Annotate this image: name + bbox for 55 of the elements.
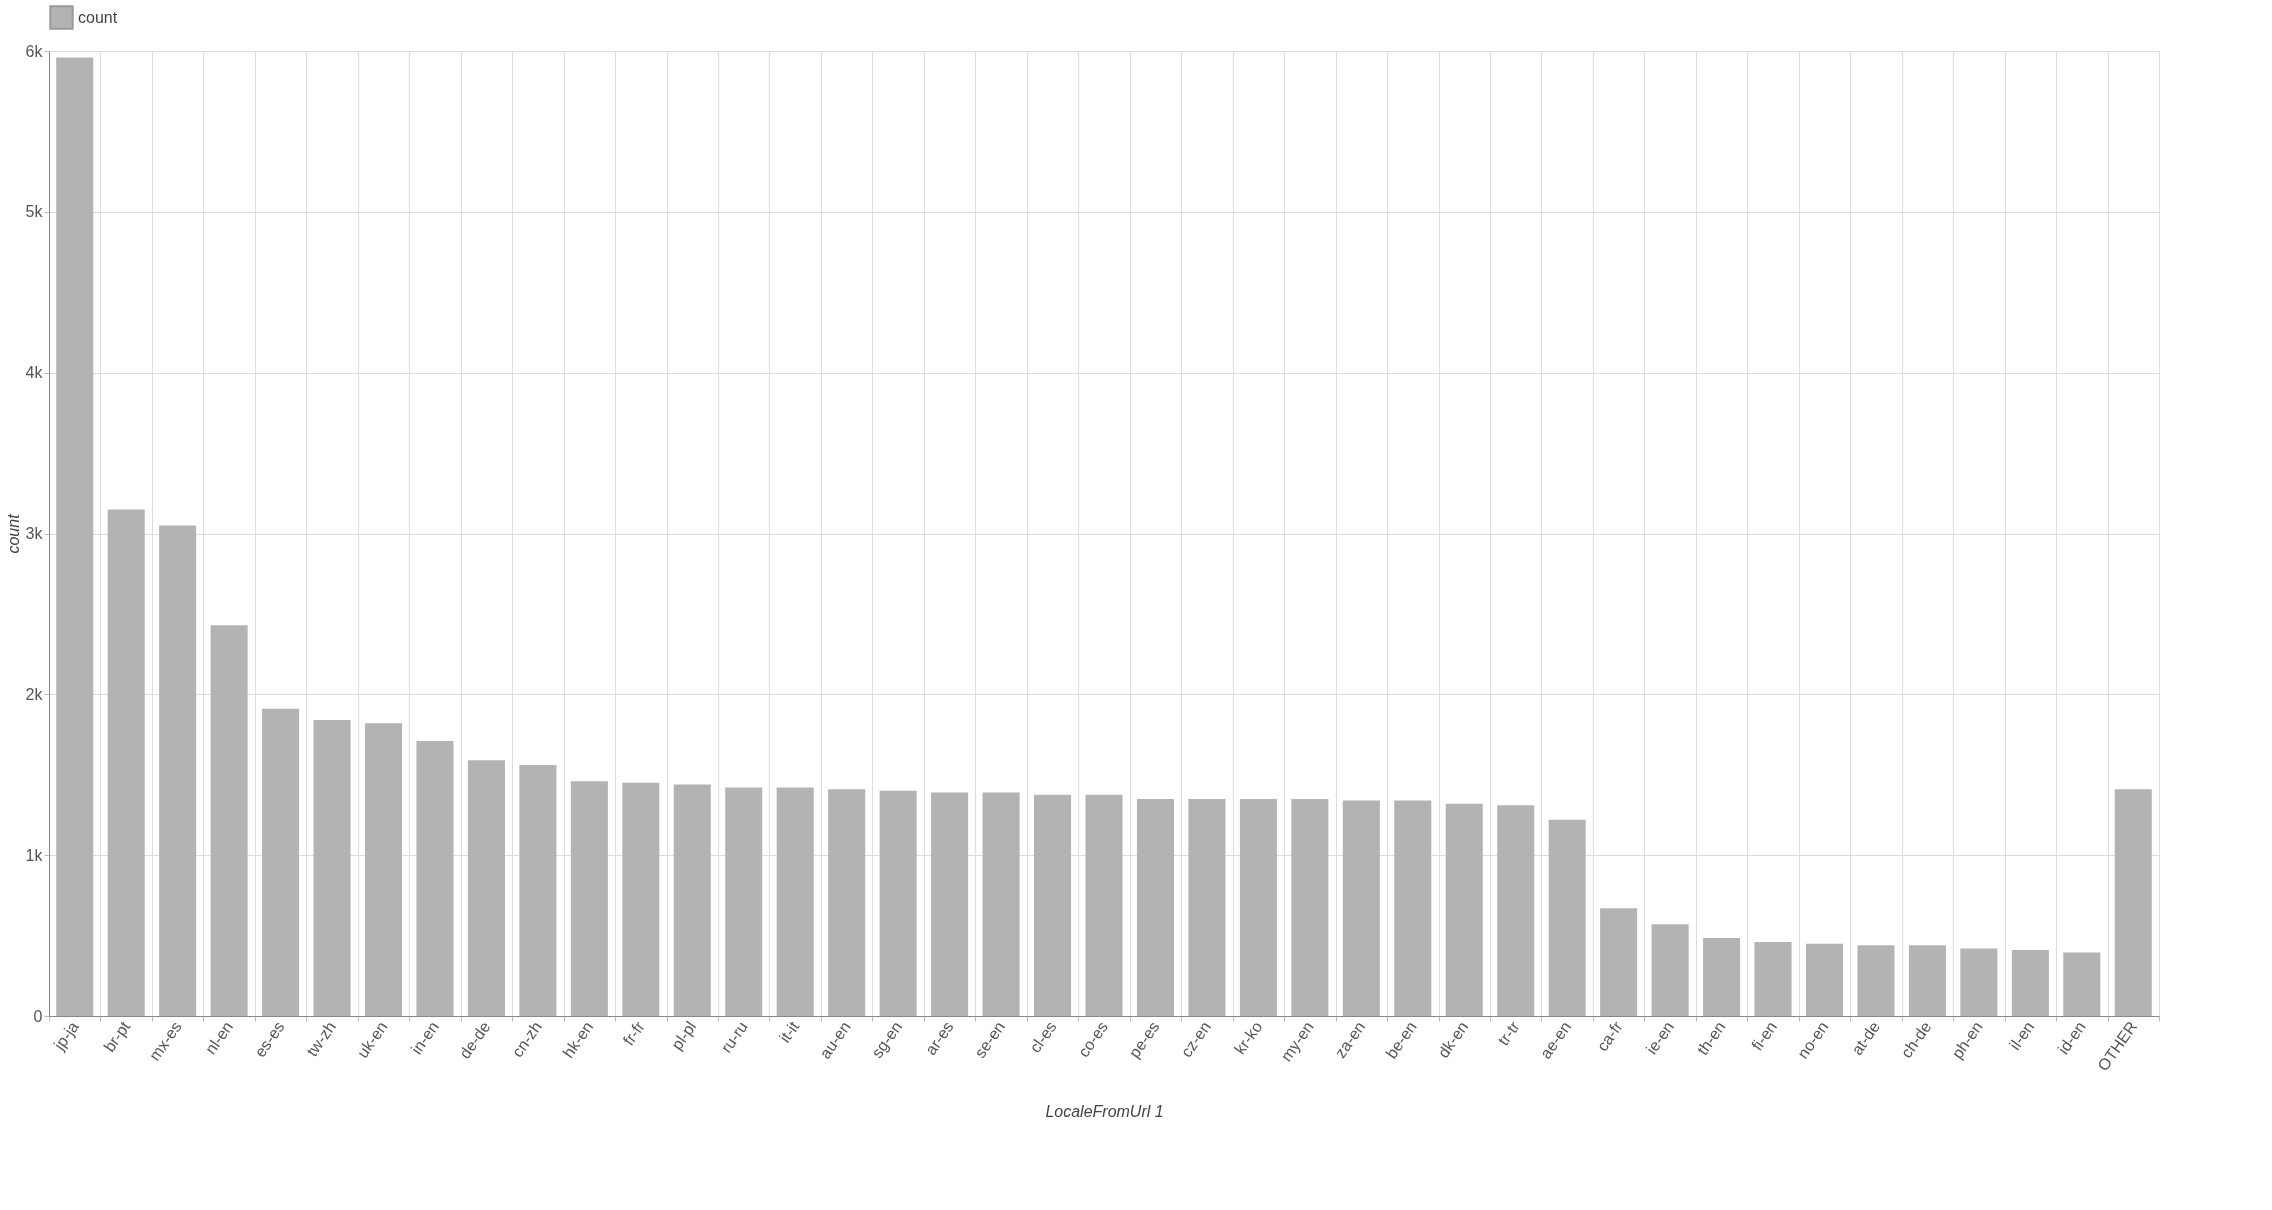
bar bbox=[1188, 798, 1226, 1016]
bar bbox=[1960, 948, 1998, 1016]
y-tick-label: 1k bbox=[25, 846, 44, 864]
bar bbox=[107, 509, 145, 1016]
y-axis-title: count bbox=[4, 513, 22, 554]
bar bbox=[570, 781, 608, 1016]
bar bbox=[2011, 950, 2049, 1016]
bar bbox=[1085, 794, 1123, 1016]
x-axis-title: LocaleFromUrl 1 bbox=[1045, 1102, 1164, 1120]
bar bbox=[1136, 798, 1174, 1016]
y-tick-label: 3k bbox=[25, 525, 44, 542]
bar bbox=[519, 765, 557, 1016]
bar bbox=[1548, 819, 1586, 1016]
bar bbox=[622, 782, 660, 1016]
bar bbox=[776, 787, 814, 1016]
bar bbox=[1342, 800, 1380, 1016]
legend-label: count bbox=[78, 8, 118, 26]
bar bbox=[725, 787, 763, 1016]
x-tick-label: it-it bbox=[776, 1017, 803, 1046]
bar bbox=[1239, 798, 1277, 1016]
bar bbox=[1291, 798, 1329, 1016]
bar bbox=[313, 720, 351, 1016]
bar bbox=[1908, 945, 1946, 1016]
bar bbox=[982, 792, 1020, 1016]
bar bbox=[56, 57, 94, 1016]
bar bbox=[416, 740, 454, 1016]
x-tick-label: il-en bbox=[2006, 1018, 2038, 1053]
bar bbox=[1445, 803, 1483, 1016]
bar bbox=[159, 525, 197, 1016]
y-tick-label: 0 bbox=[33, 1007, 43, 1025]
bar bbox=[673, 784, 711, 1016]
bar bbox=[210, 625, 248, 1016]
bar bbox=[879, 790, 917, 1016]
bar bbox=[1857, 945, 1895, 1016]
x-tick-label: fr-fr bbox=[619, 1017, 649, 1049]
bar bbox=[364, 723, 403, 1016]
bar bbox=[1754, 942, 1792, 1016]
bar bbox=[1394, 800, 1432, 1016]
bar bbox=[1651, 924, 1689, 1016]
x-tick-label: tr-tr bbox=[1494, 1017, 1524, 1049]
bar bbox=[262, 708, 300, 1016]
bar bbox=[2063, 952, 2101, 1016]
y-tick-label: 6k bbox=[25, 42, 44, 60]
bar bbox=[1034, 794, 1072, 1016]
bar bbox=[2114, 789, 2152, 1016]
y-tick-label: 4k bbox=[25, 364, 44, 382]
bar bbox=[467, 760, 505, 1016]
bar bbox=[931, 792, 969, 1016]
bar bbox=[1600, 908, 1638, 1016]
y-tick-label: 2k bbox=[25, 685, 44, 703]
bar bbox=[1805, 943, 1844, 1016]
y-tick-label: 5k bbox=[25, 203, 44, 221]
bar bbox=[1497, 805, 1535, 1016]
bar bbox=[1703, 938, 1741, 1016]
bar bbox=[828, 789, 866, 1016]
